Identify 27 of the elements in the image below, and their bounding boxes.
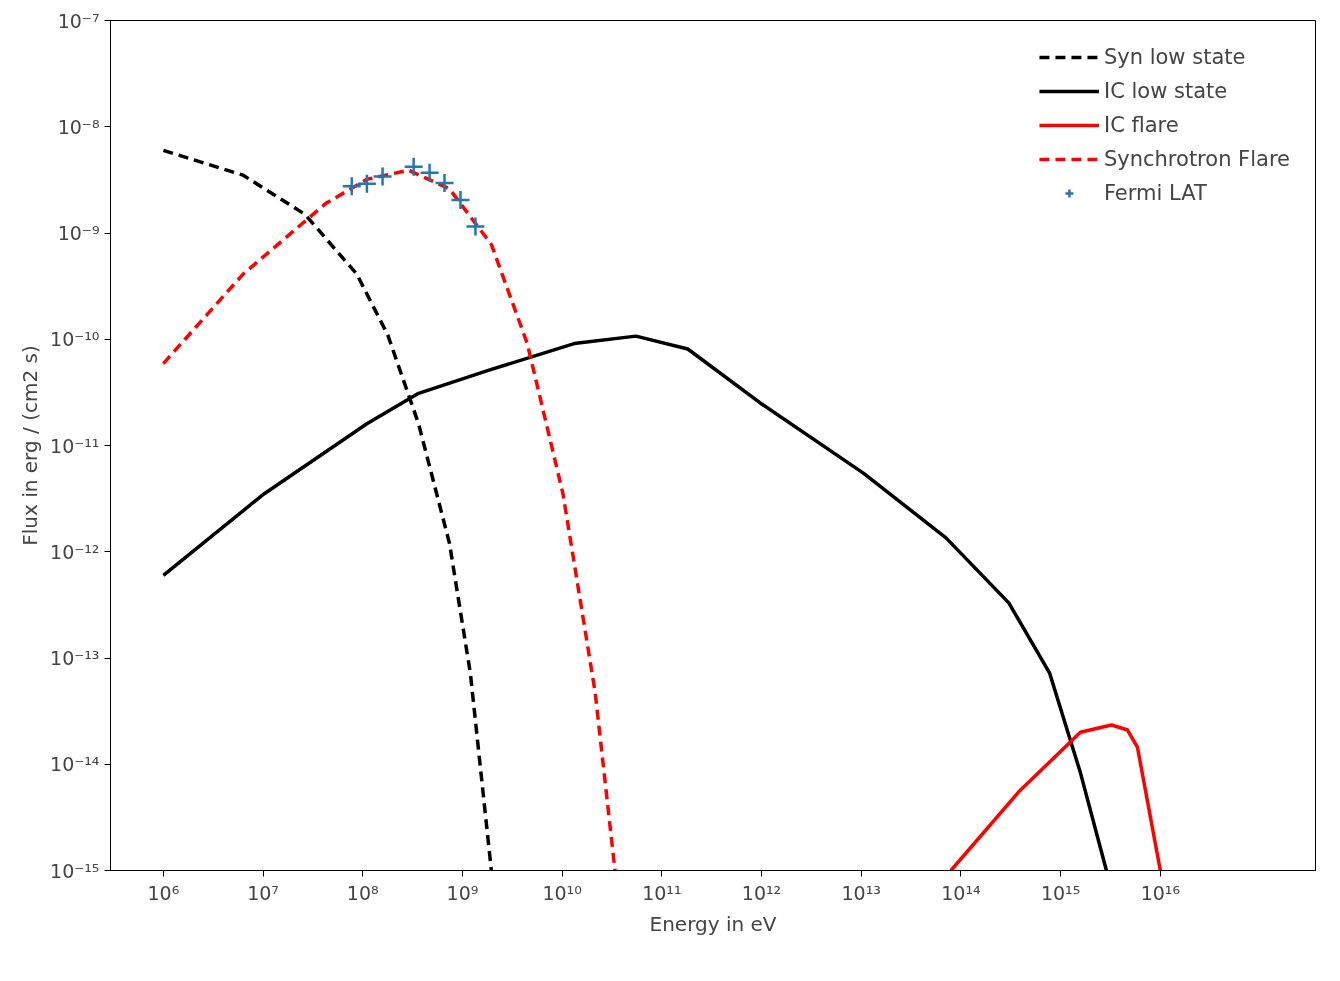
y-tick-label: 10⁻¹¹ xyxy=(50,434,100,457)
x-tick-label: 10¹¹ xyxy=(642,881,682,904)
legend-label: Syn low state xyxy=(1103,45,1246,69)
legend-label: Synchrotron Flare xyxy=(1103,147,1290,171)
x-tick-label: 10⁹ xyxy=(446,881,479,904)
x-tick-label: 10¹⁰ xyxy=(542,881,582,904)
x-tick-label: 10¹⁴ xyxy=(941,881,982,904)
y-tick-label: 10⁻⁹ xyxy=(57,222,100,244)
x-tick-label: 10¹² xyxy=(741,881,782,904)
y-tick-label: 10⁻¹⁴ xyxy=(50,753,100,776)
y-tick-label: 10⁻¹⁰ xyxy=(50,328,100,351)
x-tick-label: 10⁸ xyxy=(346,881,379,904)
x-tick-label: 10¹⁵ xyxy=(1040,881,1081,904)
legend-label: Fermi LAT xyxy=(1103,181,1207,205)
y-tick-label: 10⁻⁷ xyxy=(57,9,100,32)
x-axis-title: Energy in eV xyxy=(649,911,777,936)
x-tick-label: 10¹³ xyxy=(841,881,881,904)
legend-label: IC low state xyxy=(1103,79,1228,103)
y-tick-label: 10⁻¹² xyxy=(50,540,100,563)
legend-label: IC flare xyxy=(1103,113,1179,137)
y-axis-title: Flux in erg / (cm2 s) xyxy=(18,345,43,546)
x-tick-label: 10⁶ xyxy=(147,881,180,904)
y-tick-label: 10⁻¹⁵ xyxy=(50,859,100,882)
y-tick-label: 10⁻¹³ xyxy=(50,647,100,669)
x-tick-label: 10¹⁶ xyxy=(1140,881,1181,904)
y-tick-label: 10⁻⁸ xyxy=(57,115,100,138)
x-tick-label: 10⁷ xyxy=(247,881,279,904)
